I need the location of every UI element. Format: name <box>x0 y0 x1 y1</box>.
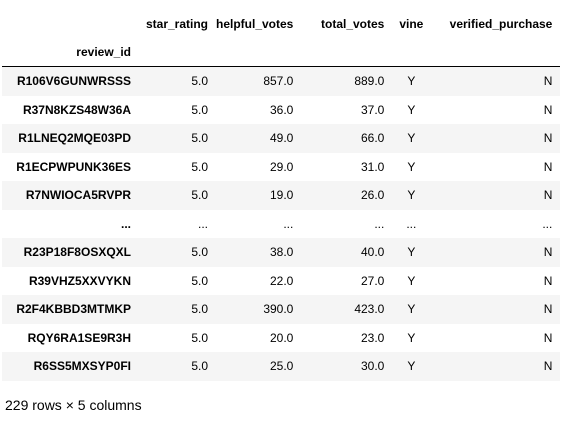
table-cell: ... <box>542 216 553 231</box>
table-cell: N <box>543 330 553 345</box>
table-cell: Y <box>407 330 416 345</box>
row-index-label: ... <box>120 216 131 231</box>
index-name-spacer <box>438 38 561 67</box>
table-row: R2F4KBBD3MTMKP 5.0 390.0 423.0 Y N <box>2 295 561 324</box>
table-cell: Y <box>407 74 416 89</box>
table-cell: N <box>543 359 553 374</box>
index-name-spacer <box>216 38 302 67</box>
table-cell: N <box>543 273 553 288</box>
table-cell: N <box>543 74 553 89</box>
column-names-row: star_rating helpful_votes total_votes vi… <box>2 10 560 38</box>
table-cell: 5.0 <box>191 245 208 260</box>
table-cell: ... <box>374 216 385 231</box>
row-index-label: R1LNEQ2MQE03PD <box>18 131 131 146</box>
table-cell: Y <box>407 159 416 174</box>
index-name-row: review_id <box>2 38 561 67</box>
row-index-label: R1ECPWPUNK36ES <box>16 159 131 174</box>
table-cell: 19.0 <box>270 188 294 203</box>
row-index-label: R2F4KBBD3MTMKP <box>16 302 131 317</box>
table-cell: 5.0 <box>191 302 208 317</box>
table-row: R1ECPWPUNK36ES 5.0 29.0 31.0 Y N <box>2 152 561 181</box>
table-cell: N <box>543 102 553 117</box>
table-row: R6SS5MXSYP0FI 5.0 25.0 30.0 Y N <box>2 352 561 381</box>
table-row: R1LNEQ2MQE03PD 5.0 49.0 66.0 Y N <box>2 124 561 153</box>
index-name-spacer <box>301 38 393 67</box>
column-header-verified-purchase: verified_purchase <box>449 17 553 31</box>
table-row: R37N8KZS48W36A 5.0 36.0 37.0 Y N <box>2 95 561 124</box>
index-name-spacer <box>139 38 216 67</box>
column-header-star-rating: star_rating <box>145 17 208 31</box>
table-cell: 30.0 <box>361 359 385 374</box>
table-cell: 5.0 <box>191 74 208 89</box>
table-cell: ... <box>283 216 294 231</box>
dataframe-table: star_rating helpful_votes total_votes vi… <box>2 10 561 381</box>
table-cell: Y <box>407 302 416 317</box>
header-corner <box>2 10 139 38</box>
table-cell: 5.0 <box>191 188 208 203</box>
table-cell: 40.0 <box>361 245 385 260</box>
table-cell: 857.0 <box>263 74 294 89</box>
row-index-label: R39VHZ5XXVYKN <box>28 273 131 288</box>
table-cell: 31.0 <box>361 159 385 174</box>
dataframe-output: star_rating helpful_votes total_votes vi… <box>2 10 569 381</box>
table-row: RQY6RA1SE9R3H 5.0 20.0 23.0 Y N <box>2 323 561 352</box>
index-name-header: review_id <box>2 38 139 67</box>
row-index-label: R6SS5MXSYP0FI <box>33 359 131 374</box>
table-cell: 29.0 <box>270 159 294 174</box>
table-cell: 390.0 <box>263 302 294 317</box>
column-header-total-votes: total_votes <box>321 17 385 31</box>
table-cell: 5.0 <box>191 359 208 374</box>
table-cell: 423.0 <box>354 302 385 317</box>
table-cell: N <box>543 245 553 260</box>
table-cell: N <box>543 302 553 317</box>
table-cell: Y <box>407 131 416 146</box>
dataframe-shape-info: 229 rows × 5 columns <box>5 397 142 413</box>
table-cell: ... <box>406 216 417 231</box>
table-cell: 5.0 <box>191 159 208 174</box>
table-cell: 23.0 <box>361 330 385 345</box>
table-cell: 22.0 <box>270 273 294 288</box>
table-cell: 36.0 <box>270 102 294 117</box>
table-cell: 66.0 <box>361 131 385 146</box>
table-cell: 20.0 <box>270 330 294 345</box>
table-body: R106V6GUNWRSSS 5.0 857.0 889.0 Y N R37N8KZS48W… <box>2 66 561 381</box>
table-cell: Y <box>407 245 416 260</box>
table-row: R39VHZ5XXVYKN 5.0 22.0 27.0 Y N <box>2 266 561 295</box>
table-cell: Y <box>407 273 416 288</box>
table-cell: 27.0 <box>361 273 385 288</box>
table-cell: Y <box>407 188 416 203</box>
table-cell: Y <box>407 102 416 117</box>
table-cell: 5.0 <box>191 131 208 146</box>
table-cell: 49.0 <box>270 131 294 146</box>
table-cell: 5.0 <box>191 273 208 288</box>
table-row: R7NWIOCA5RVPR 5.0 19.0 26.0 Y N <box>2 181 561 210</box>
row-index-label: R37N8KZS48W36A <box>22 102 131 117</box>
table-cell: 26.0 <box>361 188 385 203</box>
table-row: R23P18F8OSXQXL 5.0 38.0 40.0 Y N <box>2 238 561 267</box>
table-cell: ... <box>197 216 208 231</box>
table-header: star_rating helpful_votes total_votes vi… <box>2 10 561 67</box>
column-header-vine: vine <box>399 17 424 31</box>
table-row-ellipsis: .................. <box>2 209 561 238</box>
column-header-helpful-votes: helpful_votes <box>216 17 294 31</box>
row-index-label: R23P18F8OSXQXL <box>23 245 131 260</box>
table-cell: Y <box>407 359 416 374</box>
table-cell: 5.0 <box>191 102 208 117</box>
row-index-label: RQY6RA1SE9R3H <box>27 330 131 345</box>
table-cell: 25.0 <box>270 359 294 374</box>
table-cell: 37.0 <box>361 102 385 117</box>
row-index-label: R7NWIOCA5RVPR <box>25 188 131 203</box>
index-name-spacer <box>392 38 439 67</box>
table-cell: N <box>543 159 553 174</box>
table-cell: N <box>543 188 553 203</box>
table-cell: N <box>543 131 553 146</box>
table-row: R106V6GUNWRSSS 5.0 857.0 889.0 Y N <box>2 66 561 96</box>
table-cell: 5.0 <box>191 330 208 345</box>
table-cell: 889.0 <box>354 74 385 89</box>
table-cell: 38.0 <box>270 245 294 260</box>
row-index-label: R106V6GUNWRSSS <box>16 74 131 89</box>
